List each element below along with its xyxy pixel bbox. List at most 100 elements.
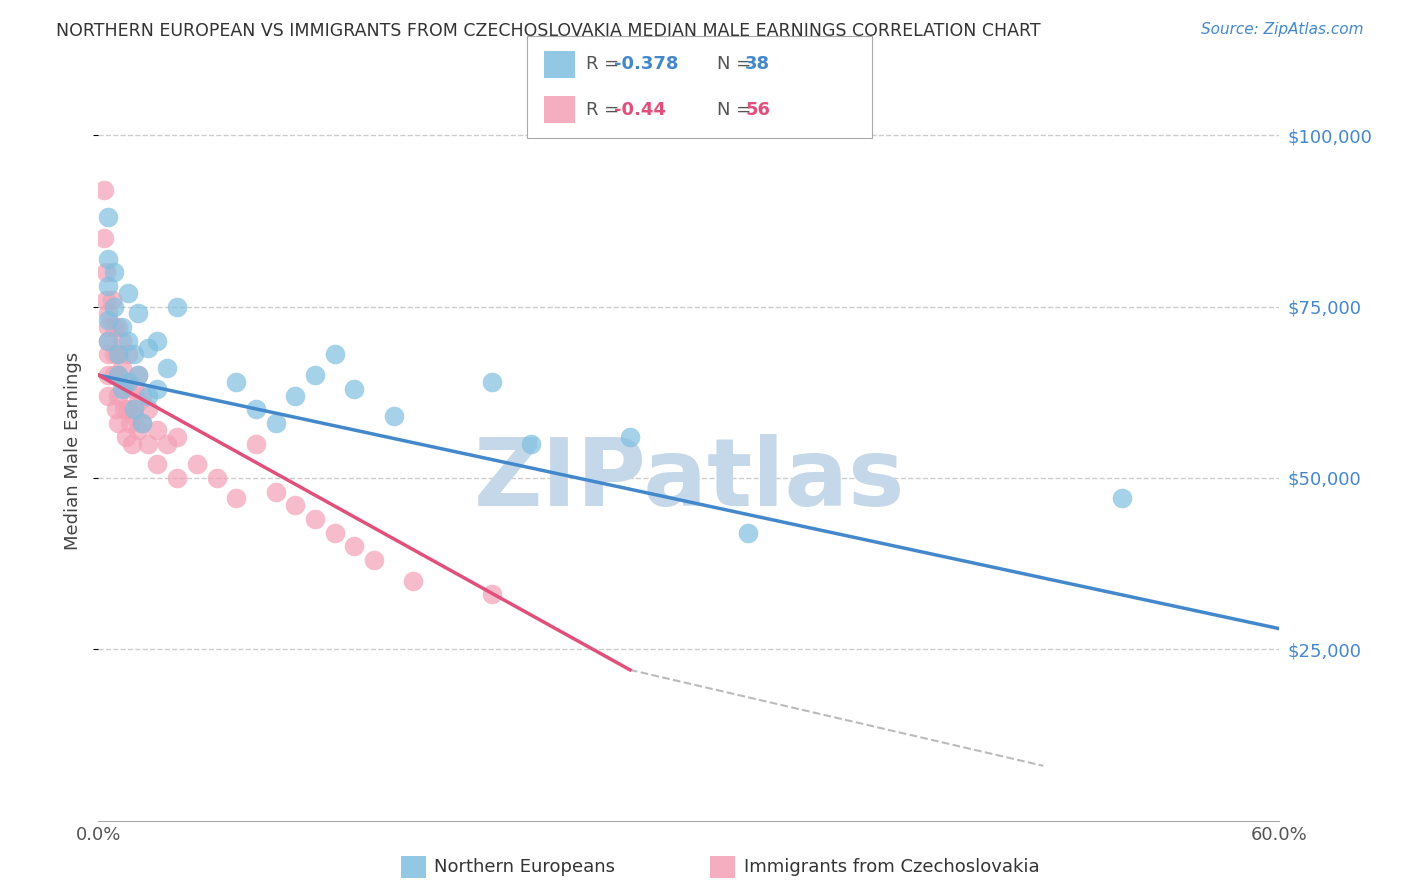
Point — [225, 375, 247, 389]
Point — [264, 484, 287, 499]
Point — [343, 382, 366, 396]
Point — [122, 347, 145, 361]
Point — [112, 382, 135, 396]
Point — [117, 375, 139, 389]
Point — [117, 334, 139, 348]
Point — [131, 416, 153, 430]
Text: N =: N = — [717, 101, 756, 119]
Point — [118, 416, 141, 430]
Point — [107, 416, 129, 430]
Point — [97, 279, 120, 293]
Point — [186, 457, 208, 471]
Point — [107, 347, 129, 361]
Point — [93, 231, 115, 245]
Point — [136, 341, 159, 355]
Point — [105, 402, 128, 417]
Point — [97, 313, 120, 327]
Point — [122, 402, 145, 417]
Text: -0.44: -0.44 — [614, 101, 666, 119]
Point — [117, 285, 139, 300]
Text: 38: 38 — [745, 55, 770, 73]
Point — [121, 436, 143, 450]
Point — [111, 320, 134, 334]
Y-axis label: Median Male Earnings: Median Male Earnings — [65, 351, 83, 549]
Point — [115, 430, 138, 444]
Point — [103, 300, 125, 314]
Point — [111, 382, 134, 396]
Point — [97, 320, 120, 334]
Text: ZIPatlas: ZIPatlas — [474, 434, 904, 526]
Point — [166, 430, 188, 444]
Point — [481, 587, 503, 601]
Point — [117, 402, 139, 417]
Point — [382, 409, 405, 424]
Point — [284, 389, 307, 403]
Point — [103, 347, 125, 361]
Point — [131, 416, 153, 430]
Text: NORTHERN EUROPEAN VS IMMIGRANTS FROM CZECHOSLOVAKIA MEDIAN MALE EARNINGS CORRELA: NORTHERN EUROPEAN VS IMMIGRANTS FROM CZE… — [56, 22, 1040, 40]
Text: 56: 56 — [745, 101, 770, 119]
Point — [97, 368, 120, 382]
Point — [323, 525, 346, 540]
Point — [96, 265, 118, 279]
Point — [97, 252, 120, 266]
Point — [127, 395, 149, 409]
Point — [103, 320, 125, 334]
Point — [127, 423, 149, 437]
Point — [97, 334, 120, 348]
Point — [619, 430, 641, 444]
Point — [103, 265, 125, 279]
Point — [520, 436, 543, 450]
Text: -0.378: -0.378 — [614, 55, 679, 73]
Text: R =: R = — [586, 101, 626, 119]
Text: Northern Europeans: Northern Europeans — [434, 858, 616, 876]
Point — [131, 389, 153, 403]
Point — [117, 347, 139, 361]
Point — [97, 347, 120, 361]
Point — [127, 368, 149, 382]
Point — [97, 211, 120, 225]
Point — [481, 375, 503, 389]
Point — [103, 368, 125, 382]
Text: Immigrants from Czechoslovakia: Immigrants from Czechoslovakia — [744, 858, 1039, 876]
Text: R =: R = — [586, 55, 626, 73]
Point — [284, 498, 307, 512]
Point — [107, 320, 129, 334]
Point — [166, 300, 188, 314]
Text: Source: ZipAtlas.com: Source: ZipAtlas.com — [1201, 22, 1364, 37]
Point — [156, 361, 179, 376]
Point — [97, 306, 120, 320]
Point — [107, 389, 129, 403]
Point — [122, 409, 145, 424]
Point — [304, 512, 326, 526]
Point — [136, 389, 159, 403]
Point — [363, 553, 385, 567]
Point — [245, 402, 267, 417]
Point — [97, 389, 120, 403]
Text: N =: N = — [717, 55, 756, 73]
Point — [96, 293, 118, 307]
Point — [97, 334, 120, 348]
Point — [122, 382, 145, 396]
Point — [264, 416, 287, 430]
Point — [93, 183, 115, 197]
Point — [136, 402, 159, 417]
Point — [117, 375, 139, 389]
Point — [304, 368, 326, 382]
Point — [737, 525, 759, 540]
Point — [107, 368, 129, 382]
Point — [146, 382, 169, 396]
Point — [112, 402, 135, 417]
Point — [136, 436, 159, 450]
Point — [1111, 491, 1133, 506]
Point — [402, 574, 425, 588]
Point — [146, 423, 169, 437]
Point — [245, 436, 267, 450]
Point — [127, 306, 149, 320]
Point — [225, 491, 247, 506]
Point — [343, 540, 366, 554]
Point — [101, 293, 124, 307]
Point — [323, 347, 346, 361]
Point — [156, 436, 179, 450]
Point — [205, 471, 228, 485]
